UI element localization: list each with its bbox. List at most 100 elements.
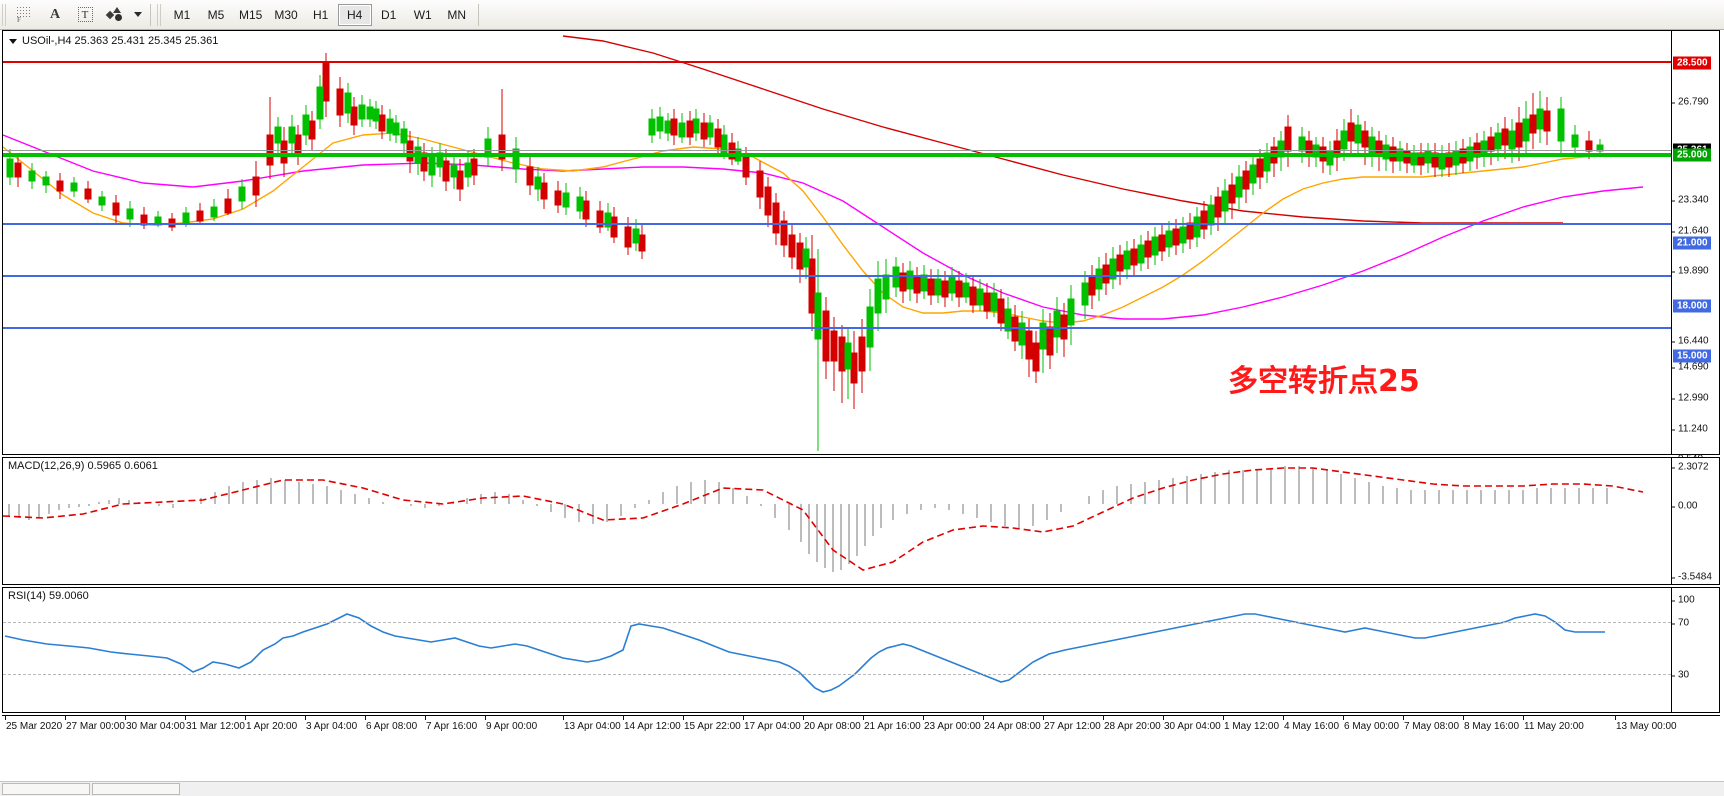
- rsi-axis[interactable]: 100 70 30: [1671, 588, 1719, 712]
- time-tick-14: 21 Apr 16:00: [863, 715, 921, 732]
- price-tick-12990: 12.990: [1672, 393, 1709, 404]
- price-tag-28500: 28.500: [1673, 56, 1711, 70]
- time-tick-9: 13 Apr 04:00: [563, 715, 621, 732]
- price-tick-14690: 14.690: [1672, 362, 1709, 373]
- level-line-last-price: [3, 150, 1671, 151]
- time-tick-1: 27 Mar 00:00: [65, 715, 125, 732]
- price-tag-21000: 21.000: [1673, 236, 1711, 250]
- time-tick-16: 24 Apr 08:00: [983, 715, 1041, 732]
- price-pane[interactable]: USOil-,H4 25.363 25.431 25.345 25.361: [2, 30, 1720, 496]
- time-tick-24: 8 May 16:00: [1462, 715, 1520, 732]
- rsi-plot[interactable]: [3, 588, 1671, 712]
- rsi-tick-100: 100: [1672, 595, 1695, 606]
- chevron-down-icon[interactable]: [9, 38, 17, 44]
- status-cell-1[interactable]: [2, 783, 90, 795]
- status-bar: [0, 781, 1724, 796]
- chart-area[interactable]: USOil-,H4 25.363 25.431 25.345 25.361: [0, 30, 1724, 782]
- toolbar-grip[interactable]: [1, 3, 8, 26]
- time-axis[interactable]: 25 Mar 2020 27 Mar 00:00 30 Mar 04:00 31…: [2, 715, 1720, 743]
- price-tick-23340: 23.340: [1672, 195, 1709, 206]
- toolbar-divider-2: [477, 3, 479, 26]
- macd-signal-line: [3, 467, 1644, 571]
- rsi-tick-30: 30: [1672, 670, 1689, 681]
- timeframe-h1[interactable]: H1: [313, 7, 329, 22]
- timeframe-m5[interactable]: M5: [207, 7, 225, 22]
- ma-fast-line: [3, 132, 1604, 324]
- timeframe-m30[interactable]: M30: [274, 7, 298, 22]
- macd-tick-zero: 0.00: [1672, 501, 1697, 512]
- price-tag-18000: 18.000: [1673, 299, 1711, 313]
- price-tag-25000: 25.000: [1673, 148, 1711, 162]
- macd-histogram: [8, 466, 1608, 572]
- time-tick-20: 1 May 12:00: [1222, 715, 1280, 732]
- level-line-28500: [3, 61, 1671, 63]
- time-tick-22: 6 May 00:00: [1342, 715, 1400, 732]
- macd-pane[interactable]: MACD(12,26,9) 0.5965 0.6061: [2, 457, 1720, 585]
- level-line-15000: [3, 327, 1671, 329]
- timeframe-m15[interactable]: M15: [239, 7, 263, 22]
- time-tick-19: 30 Apr 04:00: [1163, 715, 1221, 732]
- time-tick-10: 14 Apr 12:00: [623, 715, 681, 732]
- timeframe-h4[interactable]: H4: [337, 3, 372, 26]
- toolbar: F A T M1 M5 M15 M30 H1 H4 D1: [0, 0, 1724, 30]
- macd-axis[interactable]: 2.3072 0.00 -3.5484: [1671, 458, 1719, 584]
- toolbar-divider: [150, 3, 151, 26]
- time-tick-7: 7 Apr 16:00: [424, 715, 478, 732]
- status-cell-2[interactable]: [92, 783, 180, 795]
- rsi-pane[interactable]: RSI(14) 59.0060 100 70 30: [2, 587, 1720, 713]
- symbol-text: USOil-,H4 25.363 25.431 25.345 25.361: [22, 35, 219, 47]
- macd-label: MACD(12,26,9) 0.5965 0.6061: [8, 460, 158, 472]
- symbol-label: USOil-,H4 25.363 25.431 25.345 25.361: [9, 35, 218, 47]
- time-tick-8: 9 Apr 00:00: [484, 715, 538, 732]
- macd-tick-min: -3.5484: [1672, 572, 1712, 583]
- candlestick-series: [6, 53, 1604, 451]
- time-tick-25: 11 May 20:00: [1523, 715, 1584, 732]
- shapes-icon[interactable]: [100, 2, 130, 28]
- rsi-overbought-line: [3, 622, 1671, 624]
- rsi-label: RSI(14) 59.0060: [8, 590, 89, 602]
- level-line-21000: [3, 223, 1671, 225]
- text-label-icon[interactable]: A: [40, 2, 70, 28]
- time-tick-3: 31 Mar 12:00: [185, 715, 245, 732]
- price-tick-19890: 19.890: [1672, 266, 1709, 277]
- price-tick-16440: 16.440: [1672, 336, 1709, 347]
- time-tick-23: 7 May 08:00: [1402, 715, 1460, 732]
- time-tick-6: 6 Apr 08:00: [364, 715, 418, 732]
- time-tick-11: 15 Apr 22:00: [683, 715, 741, 732]
- crosshair-grid-icon[interactable]: F: [10, 2, 40, 28]
- rsi-tick-70: 70: [1672, 618, 1689, 629]
- rsi-oversold-line: [3, 674, 1671, 676]
- price-series-svg: [3, 35, 1644, 451]
- level-line-25000: [3, 153, 1671, 157]
- timeframe-grip[interactable]: [156, 3, 163, 26]
- time-tick-5: 3 Apr 04:00: [304, 715, 358, 732]
- letter-a-glyph: A: [49, 6, 61, 22]
- timeframe-w1[interactable]: W1: [413, 7, 432, 22]
- macd-series-svg: [3, 466, 1644, 572]
- time-tick-13: 20 Apr 08:00: [803, 715, 861, 732]
- level-line-18000: [3, 275, 1671, 277]
- svg-text:F: F: [17, 16, 21, 22]
- timeframe-mn[interactable]: MN: [447, 7, 467, 22]
- text-box-icon[interactable]: T: [70, 2, 100, 28]
- ma-slow-line: [3, 134, 1644, 320]
- price-plot[interactable]: [3, 31, 1671, 454]
- macd-plot[interactable]: [3, 458, 1671, 584]
- time-tick-18: 28 Apr 20:00: [1103, 715, 1161, 732]
- price-tick-11240: 11.240: [1672, 424, 1708, 435]
- chart-annotation: 多空转折点25: [1228, 364, 1420, 399]
- rsi-series-svg: [4, 613, 1605, 693]
- letter-t-glyph: T: [77, 7, 93, 22]
- price-axis[interactable]: 28.500 26.790 25.361 25.000 23.340 21.64…: [1671, 31, 1719, 496]
- crosshair-grid-glyph: F: [16, 7, 34, 22]
- time-tick-2: 30 Mar 04:00: [125, 715, 185, 732]
- shapes-dropdown-button[interactable]: [130, 2, 146, 28]
- time-tick-12: 17 Apr 04:00: [743, 715, 801, 732]
- time-tick-4: 1 Apr 20:00: [244, 715, 298, 732]
- time-tick-21: 4 May 16:00: [1282, 715, 1340, 732]
- price-tick-21640: 21.640: [1672, 226, 1709, 237]
- timeframe-m1[interactable]: M1: [173, 7, 191, 22]
- macd-tick-max: 2.3072: [1672, 462, 1709, 473]
- timeframe-d1[interactable]: D1: [381, 7, 397, 22]
